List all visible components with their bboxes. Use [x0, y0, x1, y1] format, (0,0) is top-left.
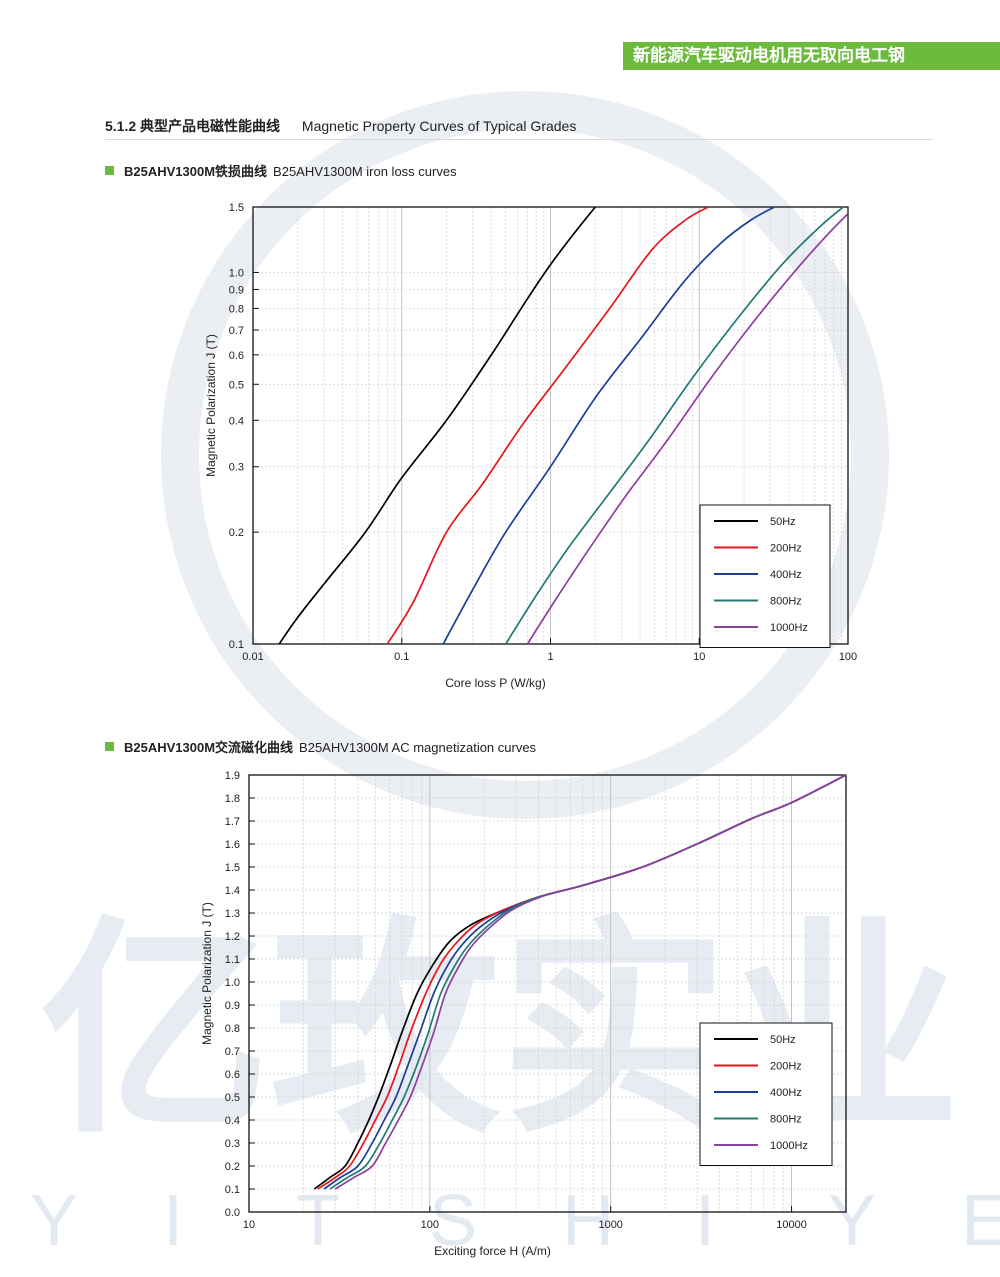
- legend-label: 400Hz: [770, 1087, 802, 1099]
- y-tick-label: 0.7: [225, 1046, 240, 1058]
- bullet-square-icon: [105, 166, 114, 175]
- series-lines: [313, 774, 847, 1190]
- y-tick-label: 1.0: [225, 977, 240, 989]
- y-tick-label: 1.9: [225, 770, 240, 782]
- x-tick-label: 100: [421, 1219, 439, 1231]
- y-tick-label: 0.3: [225, 1138, 240, 1150]
- y-tick-label: 0.5: [229, 379, 244, 391]
- watermark-letter: Y: [30, 1181, 78, 1261]
- y-tick-label: 0.7: [229, 325, 244, 337]
- bullet-square-icon: [105, 742, 114, 751]
- y-tick-label: 1.8: [225, 793, 240, 805]
- y-tick-label: 1.7: [225, 816, 240, 828]
- y-tick-label: 0.0: [225, 1207, 240, 1219]
- y-tick-label: 1.5: [225, 862, 240, 874]
- plot-frame: [248, 774, 847, 1213]
- y-tick-label: 1.3: [225, 908, 240, 920]
- series-line-200hz: [386, 206, 709, 645]
- y-tick-label: 0.5: [225, 1092, 240, 1104]
- iron-loss-chart: 0.10.20.30.40.50.60.70.80.91.01.50.01 0.1…: [204, 202, 857, 690]
- series-line-1000hz: [526, 213, 849, 645]
- legend: 50Hz 200Hz 400Hz 800Hz 1000Hz: [699, 1022, 833, 1166]
- y-tick-label: 0.9: [225, 1000, 240, 1012]
- y-tick-label: 0.8: [225, 1023, 240, 1035]
- series-line-400hz: [442, 206, 775, 645]
- chart1-heading-en: B25AHV1300M iron loss curves: [273, 164, 457, 179]
- chart2-heading-en: B25AHV1300M AC magnetization curves: [299, 740, 537, 755]
- y-tick-label: 0.6: [229, 350, 244, 362]
- x-axis-label: Exciting force H (A/m): [434, 1244, 551, 1258]
- series-line-50hz: [278, 206, 596, 645]
- x-tick-label: 0.01: [242, 651, 263, 663]
- watermark-letter: E: [961, 1181, 1000, 1261]
- chart1-heading-cn: B25AHV1300M铁损曲线: [124, 164, 268, 179]
- y-axis-label: Magnetic Polarization J (T): [204, 334, 218, 477]
- y-tick-label: 0.9: [229, 284, 244, 296]
- x-axis-label: Core loss P (W/kg): [445, 676, 545, 690]
- legend-label: 800Hz: [770, 596, 802, 608]
- section-title-en: Magnetic Property Curves of Typical Grad…: [301, 118, 577, 134]
- x-tick-label: 100: [839, 651, 857, 663]
- legend-label: 800Hz: [770, 1114, 802, 1126]
- legend-box: [699, 1022, 833, 1166]
- legend-label: 200Hz: [770, 543, 802, 555]
- y-axis-label: Magnetic Polarization J (T): [200, 902, 214, 1045]
- header-banner: 新能源汽车驱动电机用无取向电工钢: [623, 42, 1000, 70]
- y-tick-label: 0.4: [229, 415, 244, 427]
- legend-label: 1000Hz: [770, 1140, 808, 1152]
- magnetization-chart: 0.0 0.1 0.2 0.3 0.4 0.5 0.6 0.7 0.8 0.9 1.0 1.1 1.2 1…: [200, 770, 847, 1258]
- chart2-heading: B25AHV1300M交流磁化曲线 B25AHV1300M AC magnetiz…: [105, 737, 536, 756]
- legend: 50Hz 200Hz 400Hz 800Hz 1000Hz: [699, 504, 831, 648]
- y-tick-label: 1.2: [225, 931, 240, 943]
- legend-label: 400Hz: [770, 569, 802, 581]
- y-tick-label: 0.6: [225, 1069, 240, 1081]
- x-tick-label: 0.1: [394, 651, 409, 663]
- legend-box: [699, 504, 831, 648]
- y-tick-label: 1.0: [229, 267, 244, 279]
- y-tick-label: 0.2: [229, 527, 244, 539]
- section-title: 5.1.2 典型产品电磁性能曲线 Magnetic Property Curve…: [105, 116, 576, 136]
- y-tick-label: 0.1: [229, 639, 244, 651]
- x-tick-label: 10: [243, 1219, 255, 1231]
- y-tick-label: 0.2: [225, 1161, 240, 1173]
- x-tick-label: 1000: [598, 1219, 622, 1231]
- y-tick-label: 0.1: [225, 1184, 240, 1196]
- y-tick-label: 1.4: [225, 885, 240, 897]
- legend-label: 50Hz: [770, 516, 796, 528]
- watermark-letter: I: [695, 1181, 715, 1261]
- legend-label: 200Hz: [770, 1061, 802, 1073]
- watermark-letter: T: [296, 1181, 340, 1261]
- y-tick-label: 0.8: [229, 303, 244, 315]
- watermark-letter: Y: [828, 1181, 876, 1261]
- chart2-heading-cn: B25AHV1300M交流磁化曲线: [124, 740, 294, 755]
- legend-label: 1000Hz: [770, 622, 808, 634]
- y-tick-label: 0.4: [225, 1115, 240, 1127]
- section-title-cn: 5.1.2 典型产品电磁性能曲线: [105, 118, 281, 134]
- x-tick-label: 10000: [776, 1219, 807, 1231]
- series-lines: [278, 206, 849, 645]
- y-tick-label: 1.6: [225, 839, 240, 851]
- watermark-letter: H: [562, 1181, 614, 1261]
- chart1-heading: B25AHV1300M铁损曲线 B25AHV1300M iron loss cur…: [105, 161, 457, 180]
- watermark-letter: S: [429, 1181, 477, 1261]
- series-line-800hz: [504, 206, 844, 645]
- legend-label: 50Hz: [770, 1034, 796, 1046]
- x-tick-label: 10: [693, 651, 705, 663]
- x-tick-label: 1: [547, 651, 553, 663]
- section-divider: [105, 139, 933, 140]
- watermark-letter: I: [163, 1181, 183, 1261]
- watermark-ring: [161, 91, 889, 819]
- y-tick-label: 1.1: [225, 954, 240, 966]
- series-line-1000hz: [334, 774, 847, 1190]
- y-tick-label: 1.5: [229, 202, 244, 214]
- y-tick-label: 0.3: [229, 462, 244, 474]
